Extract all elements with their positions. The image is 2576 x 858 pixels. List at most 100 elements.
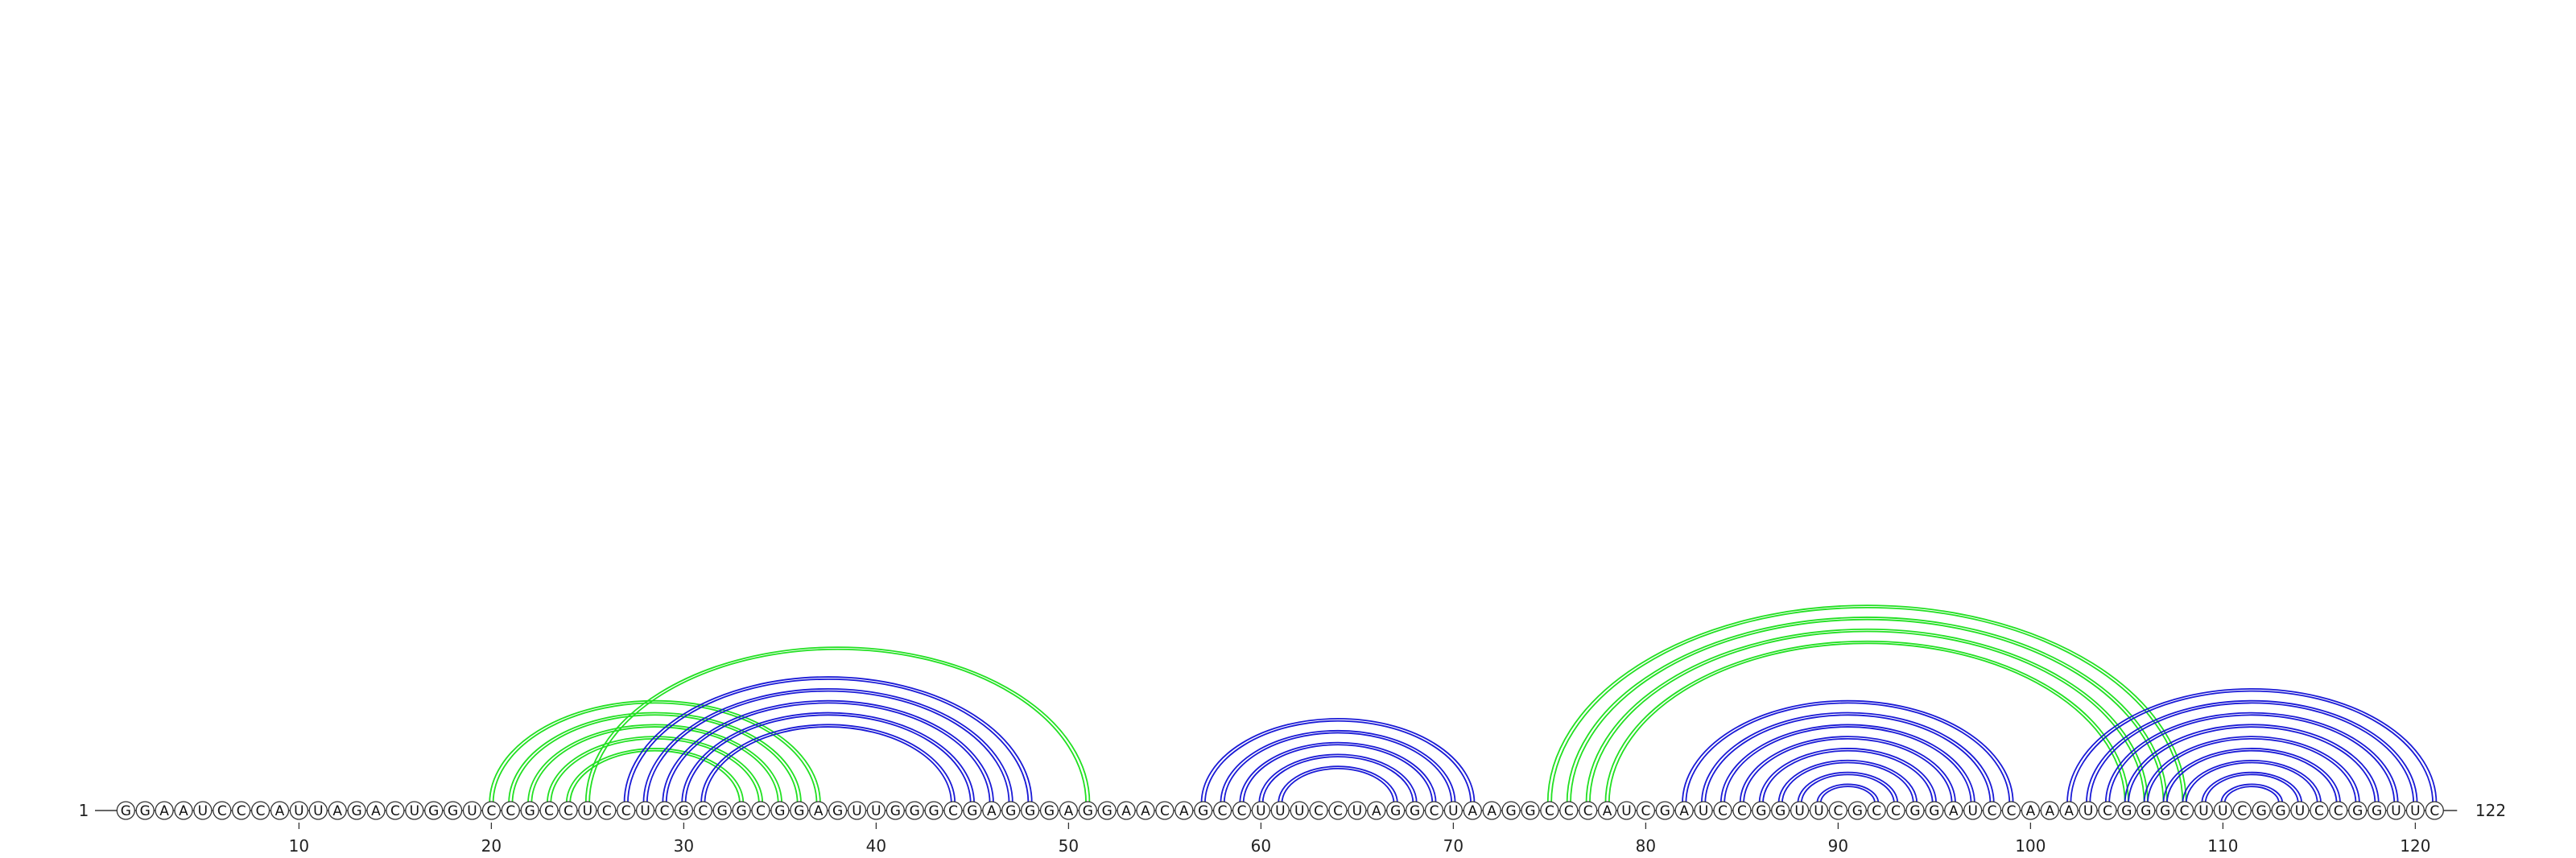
nucleotide-letter: G [1852, 803, 1863, 819]
base-pair-arc [1261, 756, 1414, 804]
nucleotide-letter: U [2391, 803, 2401, 819]
nucleotide-letter: U [2198, 803, 2208, 819]
base-pair-arc [642, 687, 1013, 804]
nucleotide-circle [232, 801, 251, 820]
nucleotide-letter: G [1025, 803, 1035, 819]
nucleotide-letter: A [179, 803, 188, 819]
nucleotide-circle [539, 801, 559, 820]
nucleotide-letter: G [929, 803, 939, 819]
nucleotide-letter: U [1275, 803, 1285, 819]
nucleotide-circle [559, 801, 578, 820]
base-pair-arc [1608, 642, 2126, 804]
nucleotide-circle [693, 801, 712, 820]
nucleotide-circle [1174, 801, 1194, 820]
base-pair-arc [508, 712, 802, 804]
nucleotide-letter: C [2334, 803, 2343, 819]
nucleotide-letter: C [1641, 803, 1650, 819]
nucleotide-circle [578, 801, 597, 820]
base-pair-arc [489, 699, 821, 804]
nucleotide-letter: U [2410, 803, 2420, 819]
nucleotide-letter: A [1121, 803, 1131, 819]
nucleotide-circle [1059, 801, 1079, 820]
nucleotide-letter: C [602, 803, 612, 819]
tick-label: 70 [1443, 836, 1463, 856]
nucleotide-circle [886, 801, 905, 820]
nucleotide-circle [1944, 801, 1963, 820]
nucleotide-circle [1367, 801, 1386, 820]
nucleotide-circle [1501, 801, 1521, 820]
nucleotide-circle [1905, 801, 1925, 820]
nucleotide-circle [1616, 801, 1637, 820]
nucleotide-circle [193, 801, 213, 820]
nucleotide-letter: U [1814, 803, 1823, 819]
tick-label: 90 [1828, 836, 1848, 856]
nucleotide-circle [635, 801, 655, 820]
nucleotide-circle [386, 801, 405, 820]
nucleotide-letter: G [1390, 803, 1401, 819]
nucleotide-circle [2059, 801, 2079, 820]
base-pair-arc [1781, 761, 1914, 804]
nucleotide-circle [1270, 801, 1290, 820]
nucleotide-letter: G [2121, 803, 2132, 819]
nucleotide-letter: G [679, 803, 689, 819]
nucleotide-circle [847, 801, 867, 820]
nucleotide-letter: G [1909, 803, 1920, 819]
tick-label: 60 [1251, 836, 1271, 856]
nucleotide-letter: G [1756, 803, 1766, 819]
nucleotide-circle [2290, 801, 2310, 820]
nucleotide-circle [328, 801, 347, 820]
nucleotide-letter: G [448, 803, 458, 819]
nucleotide-circle [1597, 801, 1617, 820]
nucleotide-circle [116, 801, 135, 820]
base-pair-arc [2128, 726, 2376, 804]
base-pair-arc [1566, 617, 2168, 804]
base-pair-arc [2066, 687, 2438, 804]
base-pair-arc [1604, 640, 2129, 804]
base-pair-arc [2182, 759, 2322, 804]
nucleotide-letter: G [428, 803, 439, 819]
base-pair-arc [569, 749, 741, 804]
nucleotide-circle [1982, 801, 2002, 820]
base-pair-arc [2147, 738, 2357, 804]
base-pair-arc [1777, 759, 1918, 804]
base-pair-arc [1223, 732, 1453, 804]
nucleotide-circle [501, 801, 520, 820]
base-pair-arc [527, 724, 782, 804]
base-pair-arc [1682, 699, 2014, 804]
base-pair-arc [1816, 783, 1880, 804]
nucleotide-circle [924, 801, 943, 820]
nucleotide-letter: C [1333, 803, 1343, 819]
nucleotide-letter: G [1102, 803, 1113, 819]
nucleotide-circle [982, 801, 1001, 820]
nucleotide-circle [2117, 801, 2136, 820]
tick-label: 110 [2207, 836, 2238, 856]
nucleotide-letter: G [717, 803, 728, 819]
nucleotide-circle [2405, 801, 2425, 820]
nucleotide-circle [2367, 801, 2387, 820]
nucleotide-circle [1636, 801, 1656, 820]
base-pair-arc [1800, 773, 1895, 804]
nucleotide-letter: U [1448, 803, 1458, 819]
nucleotide-circle [135, 801, 155, 820]
nucleotide-letter: C [544, 803, 554, 819]
nucleotide-circle [1039, 801, 1059, 820]
nucleotide-letter: C [1314, 803, 1323, 819]
nucleotide-letter: G [140, 803, 151, 819]
nucleotide-letter: A [1487, 803, 1496, 819]
nucleotide-circle [1443, 801, 1463, 820]
base-pair-arc [584, 646, 1091, 804]
nucleotide-circle [1579, 801, 1598, 820]
nucleotide-circle [1771, 801, 1790, 820]
nucleotide-letter: G [1929, 803, 1939, 819]
nucleotide-circle [866, 801, 886, 820]
base-pair-arc [1719, 724, 1975, 804]
nucleotide-circle [250, 801, 270, 820]
nucleotide-circle [2213, 801, 2233, 820]
nucleotide-circle [1559, 801, 1579, 820]
base-pair-arc [2089, 702, 2415, 804]
base-pair-arc [530, 726, 779, 804]
nucleotide-letter: U [1699, 803, 1708, 819]
nucleotide-letter: U [583, 803, 592, 819]
nucleotide-circle [174, 801, 193, 820]
nucleotide-circle [1290, 801, 1309, 820]
